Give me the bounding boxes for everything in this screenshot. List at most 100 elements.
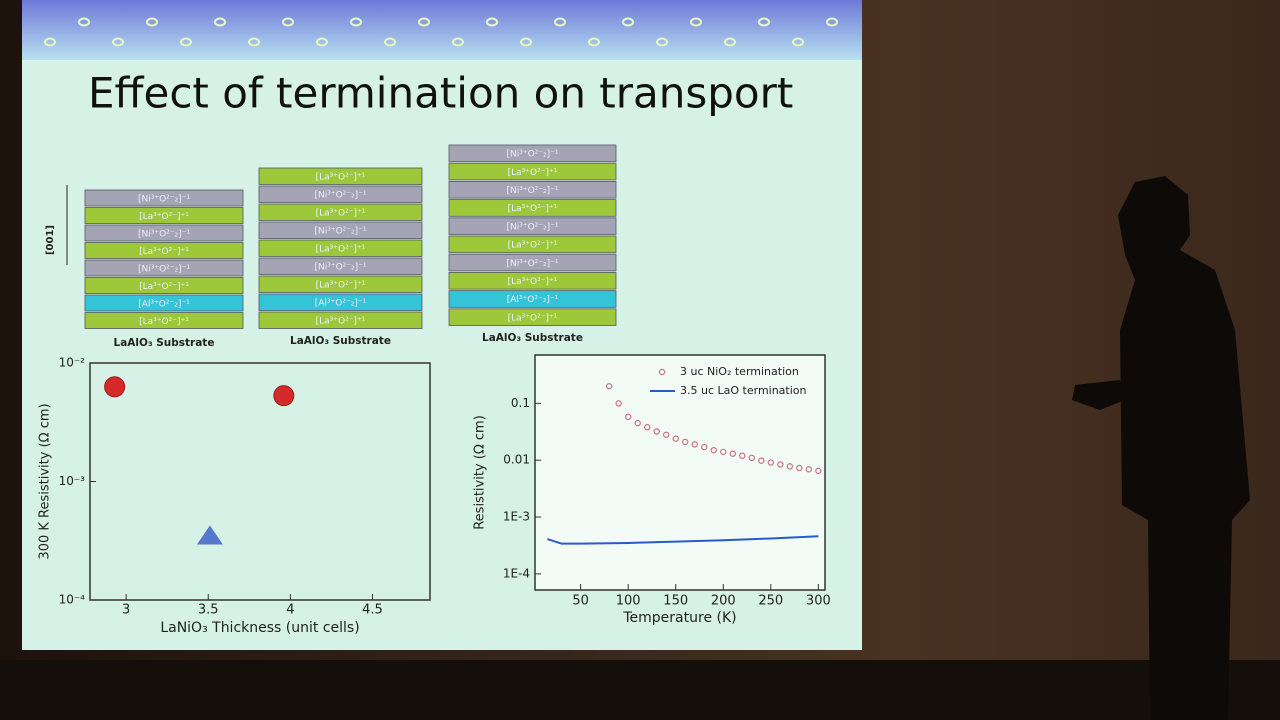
open-point xyxy=(729,450,736,457)
banner-dot xyxy=(622,17,634,27)
layer-label: [La³⁺O²⁻]⁺¹ xyxy=(316,317,366,327)
banner-dot xyxy=(724,37,736,47)
y-tick-label: 1E-4 xyxy=(503,566,530,580)
layer xyxy=(258,257,423,275)
banner-dot xyxy=(758,17,770,27)
banner-dot xyxy=(792,37,804,47)
banner-dot xyxy=(78,17,90,27)
banner-dots xyxy=(44,17,838,47)
layer-label: [Ni³⁺O²⁻₂]⁻¹ xyxy=(506,150,558,160)
layer xyxy=(448,235,617,254)
layer xyxy=(258,185,423,203)
banner-dot xyxy=(384,37,396,47)
open-point xyxy=(643,424,651,431)
presenter-hands xyxy=(1072,380,1125,410)
layer xyxy=(84,294,244,312)
layer-label: [La³⁺O²⁻]⁺¹ xyxy=(316,209,366,219)
x-tick-label: 200 xyxy=(711,594,736,609)
circle-point xyxy=(104,376,126,398)
layer xyxy=(448,308,617,326)
banner-dot xyxy=(350,17,362,27)
legend-label: 3.5 uc LaO termination xyxy=(680,384,807,397)
layer-label: [La³⁺O²⁻]⁺¹ xyxy=(139,282,189,292)
x-axis-label: LaNiO₃ Thickness (unit cells) xyxy=(160,620,359,636)
axis-direction: [001] xyxy=(45,225,56,255)
open-point xyxy=(701,443,708,451)
layer-label: [Ni³⁺O²⁻₂]⁻¹ xyxy=(314,227,366,237)
stack-caption: LaAlO₃ Substrate xyxy=(114,337,215,349)
layer xyxy=(84,277,244,294)
open-point xyxy=(682,438,689,446)
layer xyxy=(258,275,423,293)
layer-label: [La³⁺O²⁻]⁺¹ xyxy=(139,247,189,257)
open-point xyxy=(739,452,746,459)
layer xyxy=(448,144,617,163)
triangle-point xyxy=(196,525,223,545)
circle-point xyxy=(273,385,295,407)
y-tick-label: 0.1 xyxy=(511,396,530,410)
banner-dot xyxy=(690,17,702,27)
banner-dot xyxy=(826,17,838,27)
slide-title: Effect of termination on transport xyxy=(88,69,793,118)
open-point xyxy=(767,459,775,466)
layer-label: [La³⁺O²⁻]⁺¹ xyxy=(508,313,558,323)
x-tick-label: 3.5 xyxy=(198,603,219,618)
open-point xyxy=(786,463,794,470)
banner-dot xyxy=(656,37,668,47)
banner-dot xyxy=(486,17,498,27)
open-point xyxy=(605,383,613,390)
layer xyxy=(448,290,617,308)
layer xyxy=(448,217,617,235)
layer-label: [La³⁺O²⁻]⁺¹ xyxy=(139,212,189,222)
banner-dot xyxy=(44,37,56,47)
stack-caption: LaAlO₃ Substrate xyxy=(482,332,583,344)
y-tick-label: 0.01 xyxy=(503,453,530,467)
open-point xyxy=(815,467,822,475)
stack-caption: LaAlO₃ Substrate xyxy=(290,335,391,347)
layer-label: [Ni³⁺O²⁻₂]⁻¹ xyxy=(314,263,366,273)
layer-label: [La³⁺O²⁻]⁺¹ xyxy=(508,168,558,178)
plot-frame xyxy=(534,354,826,591)
layer-label: [Ni³⁺O²⁻₂]⁻¹ xyxy=(506,186,558,196)
open-point xyxy=(653,428,660,435)
x-tick-label: 4.5 xyxy=(362,603,383,618)
open-point xyxy=(624,413,632,421)
open-point xyxy=(748,454,755,462)
layer xyxy=(258,203,423,221)
open-point xyxy=(615,400,622,407)
x-tick-label: 4 xyxy=(286,603,294,618)
banner-dot xyxy=(316,37,328,47)
layer-label: [Ni³⁺O²⁻₂]⁻¹ xyxy=(138,264,190,274)
layer xyxy=(84,207,244,224)
open-point xyxy=(777,461,784,468)
banner-dot xyxy=(520,37,532,47)
layer-label: [La³⁺O²⁻]⁺¹ xyxy=(316,245,366,255)
x-tick-label: 250 xyxy=(758,594,783,609)
x-tick-label: 150 xyxy=(663,594,688,609)
x-tick-label: 50 xyxy=(572,594,589,609)
x-tick-label: 3 xyxy=(122,603,130,618)
layer-label: [La³⁺O²⁻]⁺¹ xyxy=(508,241,558,251)
legend-label: 3 uc NiO₂ termination xyxy=(680,365,799,378)
layer-label: [Ni³⁺O²⁻₂]⁻¹ xyxy=(506,222,558,232)
open-point xyxy=(634,419,641,427)
banner-dot xyxy=(588,37,600,47)
layer-label: [Al³⁺O²⁻₂]⁻¹ xyxy=(507,295,559,305)
open-point xyxy=(796,464,803,472)
open-point xyxy=(805,466,813,473)
layer xyxy=(258,221,423,239)
y-axis-label: 300 K Resistivity (Ω cm) xyxy=(38,403,53,559)
open-point xyxy=(663,431,670,438)
layer-label: [Ni³⁺O²⁻₂]⁻¹ xyxy=(314,191,366,201)
layer-label: [La³⁺O²⁻]⁺¹ xyxy=(508,204,558,214)
layer-label: [La³⁺O²⁻]⁺¹ xyxy=(316,173,366,183)
layer-label: [Al³⁺O²⁻₂]⁻¹ xyxy=(315,299,367,309)
layer xyxy=(84,312,244,329)
open-point xyxy=(720,448,727,456)
banner-dot xyxy=(418,17,430,27)
layer xyxy=(84,259,244,277)
layer-label: [La³⁺O²⁻]⁺¹ xyxy=(508,277,558,287)
layer xyxy=(84,224,244,242)
